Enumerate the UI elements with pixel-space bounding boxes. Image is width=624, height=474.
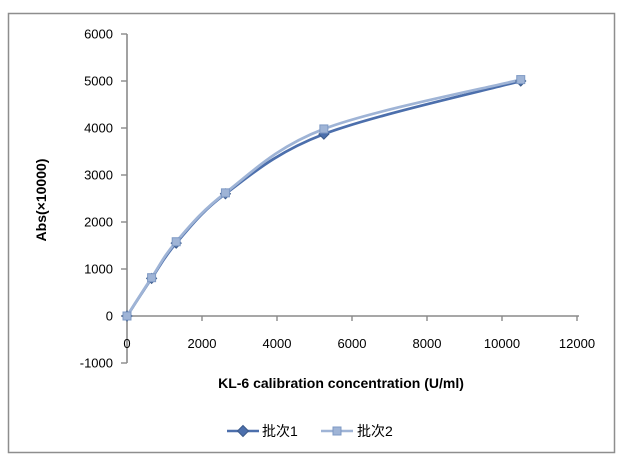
axes (121, 33, 579, 364)
legend-square-marker (332, 426, 342, 436)
legend-item-series2: 批次2 (321, 423, 393, 439)
data-point-square (319, 124, 329, 134)
data-point-square (147, 273, 157, 283)
legend: 批次1 批次2 (227, 423, 393, 439)
x-axis-tick-label: 10000 (484, 336, 520, 351)
data-point-square (220, 188, 230, 198)
y-axis-tick-label: 2000 (84, 215, 113, 230)
y-axis-tick-label: 4000 (84, 121, 113, 136)
y-axis-tick-label: 5000 (84, 74, 113, 89)
x-axis-tick-label: 4000 (263, 336, 292, 351)
legend-diamond-marker (236, 424, 250, 438)
data-point-square (516, 75, 526, 85)
x-axis-tick-label: 12000 (559, 336, 595, 351)
y-axis-tick-label: 0 (106, 309, 113, 324)
y-axis-tick-label: 1000 (84, 262, 113, 277)
chart-border (7, 12, 616, 454)
x-axis-tick-label: 6000 (338, 336, 367, 351)
series-markers (121, 75, 527, 322)
y-axis-title: Abs(×10000) (33, 159, 49, 242)
x-axis-tick-label: 0 (123, 336, 130, 351)
tick-labels: -1000 0 1000 2000 3000 4000 5000 6000 0 2000 4000 6… (80, 27, 595, 371)
y-axis-tick-label: 6000 (84, 27, 113, 42)
legend-label-series1: 批次1 (262, 423, 298, 439)
x-axis-title: KL-6 calibration concentration (U/ml) (218, 375, 464, 391)
y-axis-tick-label: 3000 (84, 168, 113, 183)
data-point-square (171, 237, 181, 247)
legend-item-series1: 批次1 (227, 423, 298, 439)
legend-label-series2: 批次2 (357, 423, 393, 439)
x-axis-tick-label: 8000 (413, 336, 442, 351)
y-axis-tick-label: -1000 (80, 356, 113, 371)
x-axis-tick-label: 2000 (188, 336, 217, 351)
data-point-square (122, 311, 132, 321)
